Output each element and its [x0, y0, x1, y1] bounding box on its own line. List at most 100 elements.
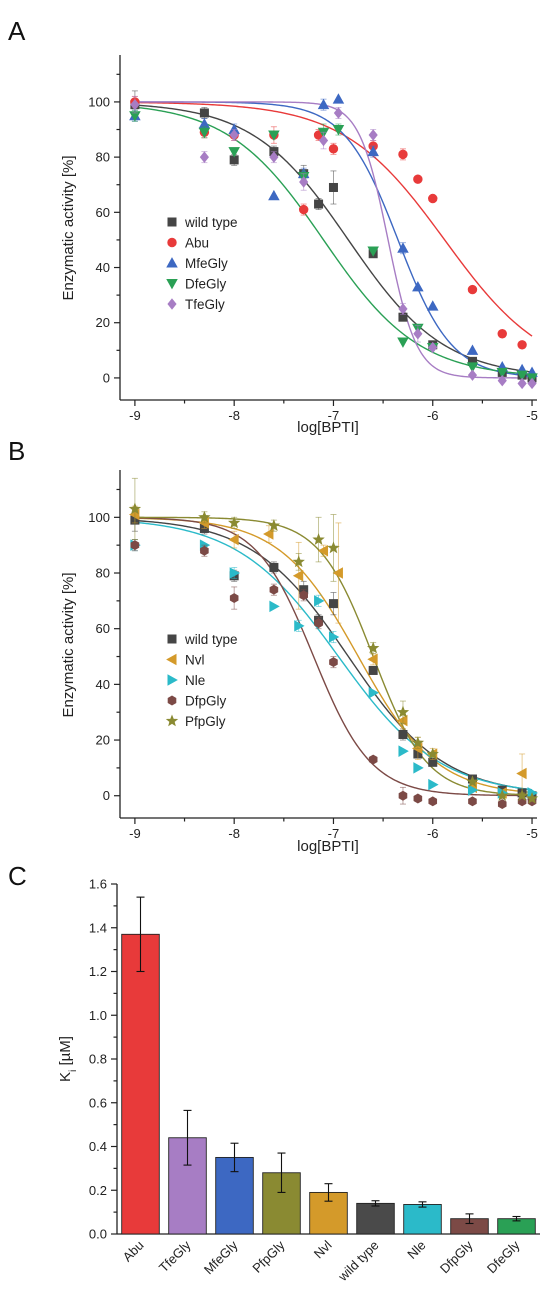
data-point-pfpgly: [515, 789, 529, 801]
data-point-pfpgly: [396, 705, 410, 718]
data-point-nvl: [263, 528, 274, 540]
category-label-nvl: Nvl: [311, 1237, 335, 1261]
y-tick-label: 0.0: [89, 1227, 107, 1242]
data-point-dfegly: [397, 337, 409, 348]
data-point-nle: [428, 778, 439, 791]
category-label-pfpgly: PfpGly: [249, 1237, 288, 1276]
panel-b-data-points: [128, 477, 539, 810]
data-point-nvl: [367, 653, 378, 666]
category-label-tfegly: TfeGly: [156, 1237, 194, 1275]
data-point-nle: [314, 595, 325, 607]
panel-c: C 0.0 0.2 0.4 0.6 0.8 1.0 1.2 1.4 1.6 Abu TfeGly M…: [8, 861, 540, 1285]
data-point-dfpgly: [314, 618, 323, 629]
data-point-abu: [467, 284, 478, 295]
data-point-mfegly: [412, 280, 424, 292]
legend-marker-wild-type: [167, 217, 177, 227]
data-point-nvl: [228, 533, 239, 546]
data-point-dfpgly: [130, 540, 140, 551]
fit-curve-abu: [134, 101, 533, 337]
data-point-nvl: [317, 544, 329, 557]
data-point-abu: [428, 193, 438, 204]
x-tick-label: -9: [129, 826, 141, 841]
data-point-abu: [298, 204, 309, 215]
y-tick-label: 1.4: [89, 920, 107, 935]
legend-label-nle: Nle: [185, 673, 205, 688]
data-point-tfegly: [130, 98, 140, 111]
data-point-dfpgly: [269, 584, 279, 595]
panel-a-y-axis-title: Enzymatic activity [%]: [60, 155, 77, 300]
data-point-dfegly: [332, 125, 345, 136]
panel-b-x-axis-title: log[BPTI]: [297, 838, 359, 855]
data-point-mfegly: [426, 300, 439, 311]
y-tick-label: 0.6: [89, 1095, 107, 1110]
category-label-dfegly: DfeGly: [484, 1237, 523, 1276]
panel-letter-c: C: [8, 861, 27, 891]
data-point-mfegly: [367, 145, 379, 157]
legend-label-tfegly: TfeGly: [185, 297, 225, 312]
x-tick-label: -8: [228, 408, 240, 423]
data-point-dfpgly: [468, 796, 477, 807]
data-point-tfegly: [229, 129, 239, 141]
data-point-pfpgly: [426, 747, 439, 760]
data-point-nvl: [292, 570, 304, 582]
data-point-dfpgly: [368, 754, 378, 765]
data-point-mfegly: [466, 344, 479, 355]
data-point-wild-type: [328, 182, 338, 192]
legend-label-pfpgly: PfpGly: [185, 714, 226, 729]
category-label-abu: Abu: [120, 1238, 147, 1265]
y-tick-label: 0.4: [89, 1139, 107, 1154]
panel-b: B -9 -8 -7 -6 -5 0 20 40 60 80 100 wild type Nvl Nle…: [8, 436, 539, 855]
data-point-nle: [398, 745, 409, 757]
data-point-tfegly: [413, 328, 423, 340]
panel-letter-a: A: [8, 16, 26, 46]
panel-c-ticks: 0.0 0.2 0.4 0.6 0.8 1.0 1.2 1.4 1.6: [89, 877, 117, 1242]
data-point-wild-type: [199, 108, 209, 118]
legend-label-mfegly: MfeGly: [185, 256, 228, 271]
data-point-mfegly: [317, 98, 330, 110]
x-tick-label: -7: [328, 826, 340, 841]
fit-curve-nle: [134, 521, 533, 791]
x-tick-label: -8: [228, 826, 240, 841]
legend-label-nvl: Nvl: [185, 653, 205, 668]
y-tick-label: 0.8: [89, 1052, 107, 1067]
panel-a-data-points: [129, 90, 538, 390]
data-point-pfpgly: [327, 541, 340, 554]
legend-marker-mfegly: [166, 257, 178, 268]
data-point-mfegly: [397, 242, 409, 253]
panel-c-y-axis-title: Ki [µM]: [57, 1036, 79, 1082]
category-label-dfpgly: DfpGly: [437, 1237, 476, 1276]
data-point-dfegly: [466, 362, 479, 373]
y-tick-label: 80: [96, 566, 110, 581]
y-tick-label: 0: [103, 788, 110, 803]
y-tick-label: 20: [96, 315, 110, 330]
legend-marker-abu: [167, 237, 177, 248]
panel-c-bars: [121, 896, 536, 1235]
y-tick-label: 40: [96, 260, 110, 275]
data-point-nle: [269, 600, 280, 613]
panel-b-legend: wild type Nvl Nle DfpGly PfpGly: [165, 632, 238, 729]
legend-label-abu: Abu: [185, 236, 209, 251]
ki-label-main: K: [57, 1072, 74, 1082]
data-point-nle: [413, 762, 424, 774]
panel-a-ticks: -9 -8 -7 -6 -5 0 20 40 60 80 100: [88, 73, 538, 423]
y-tick-label: 100: [88, 94, 110, 109]
data-point-dfpgly: [497, 799, 507, 810]
data-point-wild-type: [328, 599, 338, 609]
data-point-nle: [229, 567, 241, 579]
data-point-tfegly: [318, 134, 329, 147]
y-tick-label: 60: [96, 205, 110, 220]
panel-letter-b: B: [8, 436, 25, 466]
legend-marker-nle: [167, 674, 178, 686]
ki-label-sub: i: [68, 1070, 79, 1072]
data-point-nle: [368, 686, 380, 699]
data-point-pfpgly: [466, 775, 479, 788]
data-point-dfegly: [268, 130, 280, 141]
y-tick-label: 100: [88, 510, 110, 525]
y-tick-label: 0: [103, 370, 110, 385]
legend-label-wild-type: wild type: [184, 632, 238, 647]
data-point-abu: [413, 174, 423, 184]
data-point-mfegly: [268, 189, 280, 201]
data-point-tfegly: [467, 369, 478, 381]
y-tick-label: 0.2: [89, 1183, 107, 1198]
